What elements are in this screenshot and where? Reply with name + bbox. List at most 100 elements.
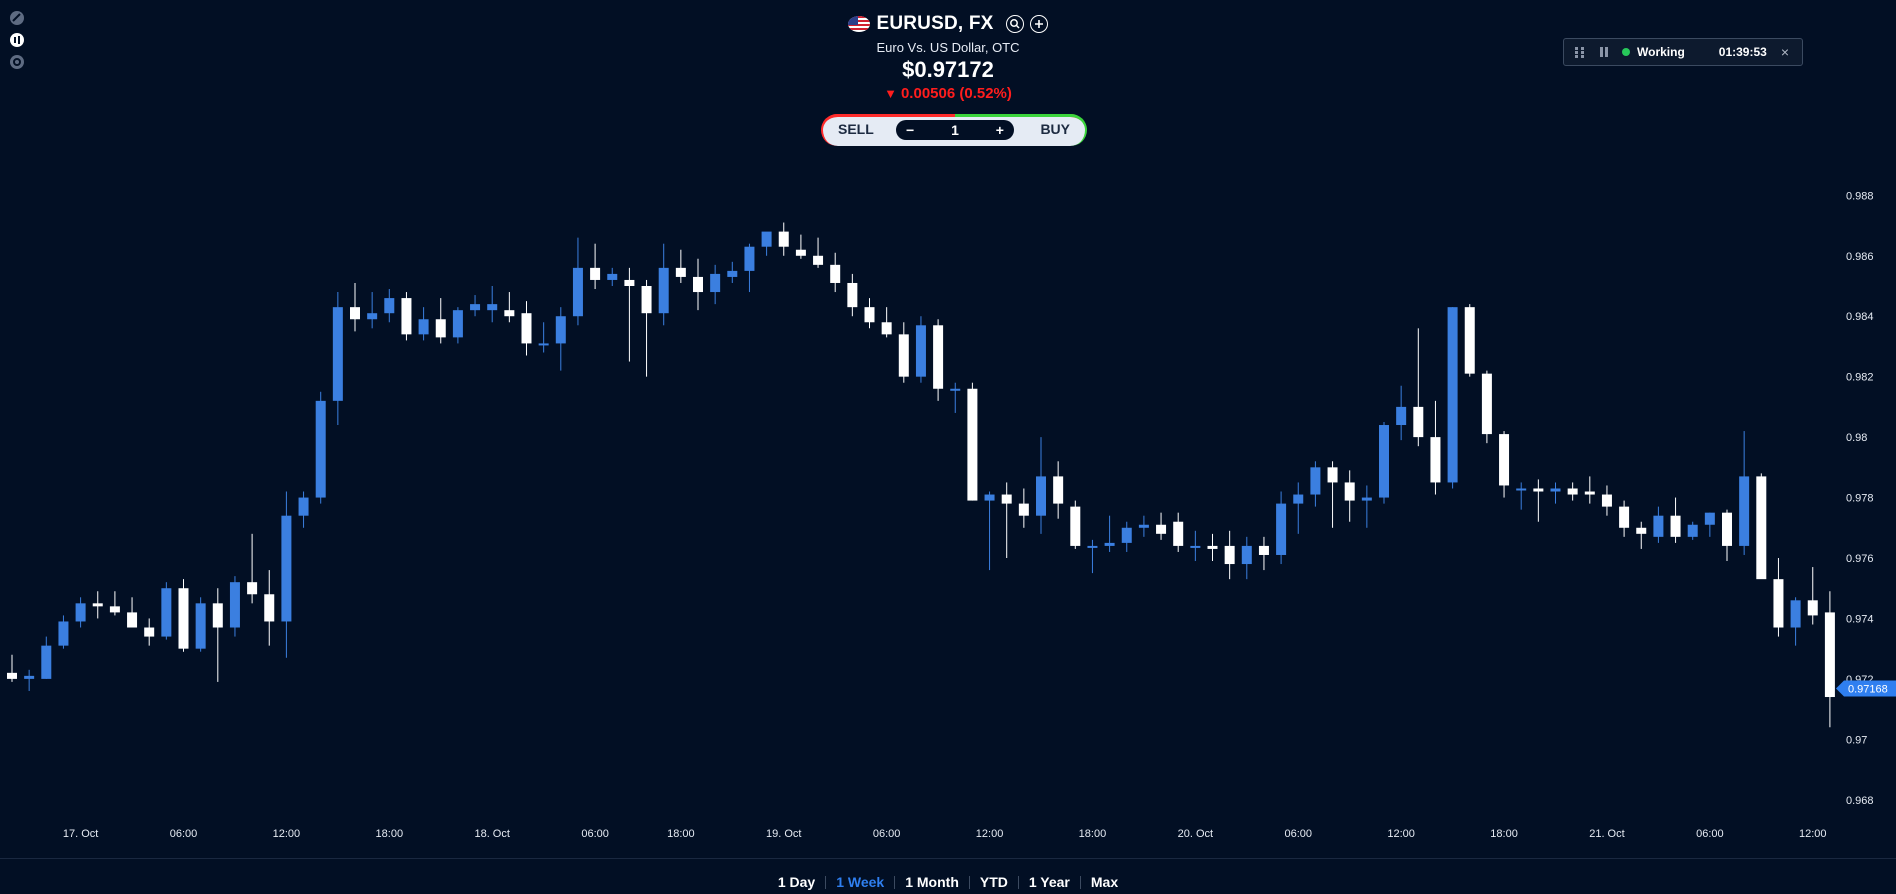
- candle: [487, 286, 498, 323]
- candle: [418, 307, 429, 341]
- candle-body: [1722, 512, 1732, 546]
- x-tick-label: 12:00: [1799, 828, 1827, 840]
- candle-body: [1790, 600, 1801, 628]
- x-tick-label: 18:00: [1490, 828, 1518, 840]
- last-price-tag: [1836, 680, 1896, 697]
- candle-body: [1310, 467, 1321, 495]
- pencil-icon: [10, 11, 24, 25]
- increase-quantity-button[interactable]: +: [995, 122, 1004, 138]
- decrease-quantity-button[interactable]: −: [906, 122, 915, 138]
- candle-body: [229, 582, 240, 628]
- quantity-value[interactable]: 1: [951, 122, 959, 138]
- candle: [350, 282, 360, 332]
- candle: [658, 243, 669, 326]
- candle: [75, 597, 86, 628]
- x-tick-label: 20. Oct: [1178, 828, 1213, 840]
- range-button-1-year[interactable]: 1 Year: [1028, 874, 1070, 890]
- candle: [247, 533, 258, 604]
- candle-body: [1053, 476, 1064, 504]
- candle-body: [1379, 425, 1389, 498]
- x-tick-label: 18:00: [376, 828, 404, 840]
- candle-body: [795, 249, 806, 256]
- candle: [435, 298, 446, 344]
- candle: [1413, 328, 1424, 447]
- candle-body: [1653, 515, 1664, 537]
- candle-body: [1276, 503, 1287, 555]
- candle: [161, 582, 172, 640]
- candle-body: [1138, 524, 1149, 528]
- candle-body: [1756, 476, 1767, 580]
- range-button-max[interactable]: Max: [1090, 874, 1119, 890]
- last-price-label: 0.97168: [1848, 684, 1888, 696]
- candle-body: [1036, 476, 1046, 516]
- pause-icon[interactable]: [1598, 46, 1610, 58]
- candle: [555, 307, 566, 371]
- candle-body: [658, 267, 669, 314]
- candle: [1722, 509, 1732, 562]
- candle: [1190, 530, 1201, 562]
- candle-body: [1361, 497, 1372, 501]
- candle-body: [384, 298, 395, 314]
- quantity-stepper[interactable]: − 1 +: [896, 120, 1014, 140]
- candle: [1156, 512, 1167, 540]
- candle-body: [967, 388, 978, 501]
- range-button-1-month[interactable]: 1 Month: [905, 874, 959, 890]
- x-tick-label: 12:00: [976, 828, 1004, 840]
- candle: [264, 570, 275, 646]
- candle-body: [1070, 506, 1081, 546]
- gear-icon: [10, 55, 24, 69]
- candle: [744, 243, 755, 293]
- candle-body: [1619, 506, 1630, 528]
- candle-body: [1018, 503, 1029, 516]
- close-icon[interactable]: ×: [1780, 44, 1790, 60]
- candle-body: [212, 603, 223, 628]
- settings-tool-button[interactable]: [8, 54, 26, 70]
- draw-tool-button[interactable]: [8, 10, 26, 26]
- range-button-1-day[interactable]: 1 Day: [777, 874, 816, 890]
- current-price: $0.97172: [902, 57, 994, 82]
- search-button[interactable]: [1005, 15, 1024, 33]
- candle-body: [1104, 542, 1115, 546]
- y-tick-label: 0.988: [1846, 190, 1874, 202]
- search-icon: [1009, 19, 1020, 29]
- candle: [1550, 482, 1561, 504]
- candle: [1327, 461, 1338, 528]
- candle: [1499, 431, 1510, 498]
- candle-body: [1550, 488, 1561, 492]
- candle-body: [1190, 545, 1201, 548]
- status-widget: Working 01:39:53 ×: [1563, 38, 1803, 66]
- candle-body: [881, 322, 892, 335]
- candle: [624, 267, 635, 362]
- grip-icon[interactable]: [1574, 46, 1586, 58]
- candle-body: [761, 231, 772, 247]
- range-button-1-week[interactable]: 1 Week: [836, 874, 885, 890]
- candle: [1824, 591, 1835, 728]
- range-button-ytd[interactable]: YTD: [979, 874, 1008, 890]
- candle: [127, 597, 138, 628]
- candle-body: [538, 343, 549, 346]
- status-dot-icon: [1622, 48, 1630, 56]
- instrument-header: EURUSD, FX Euro Vs. US Dollar, OTC $0.97…: [0, 12, 1896, 102]
- candle-body: [58, 621, 69, 646]
- candle-body: [470, 304, 481, 311]
- price-chart[interactable]: 0.988 0.986 0.984 0.982 0.98 0.978 0.976 0.974 0…: [0, 0, 1896, 860]
- candle-body: [1739, 476, 1750, 546]
- candle: [1704, 512, 1715, 537]
- candle: [590, 243, 601, 290]
- buy-button[interactable]: BUY: [1040, 121, 1070, 137]
- candle: [967, 382, 978, 501]
- indicator-icon: [10, 33, 24, 47]
- candle-body: [92, 603, 103, 607]
- candle-body: [864, 307, 875, 323]
- candle: [452, 307, 463, 344]
- candle: [1636, 521, 1647, 549]
- candle-body: [744, 246, 755, 271]
- indicator-tool-button[interactable]: [8, 32, 26, 48]
- candle: [1087, 539, 1098, 574]
- add-button[interactable]: [1029, 15, 1048, 33]
- candle: [470, 295, 481, 317]
- candle-body: [1516, 488, 1527, 491]
- candle: [1516, 482, 1527, 510]
- candle-body: [1670, 515, 1681, 537]
- sell-button[interactable]: SELL: [838, 121, 874, 137]
